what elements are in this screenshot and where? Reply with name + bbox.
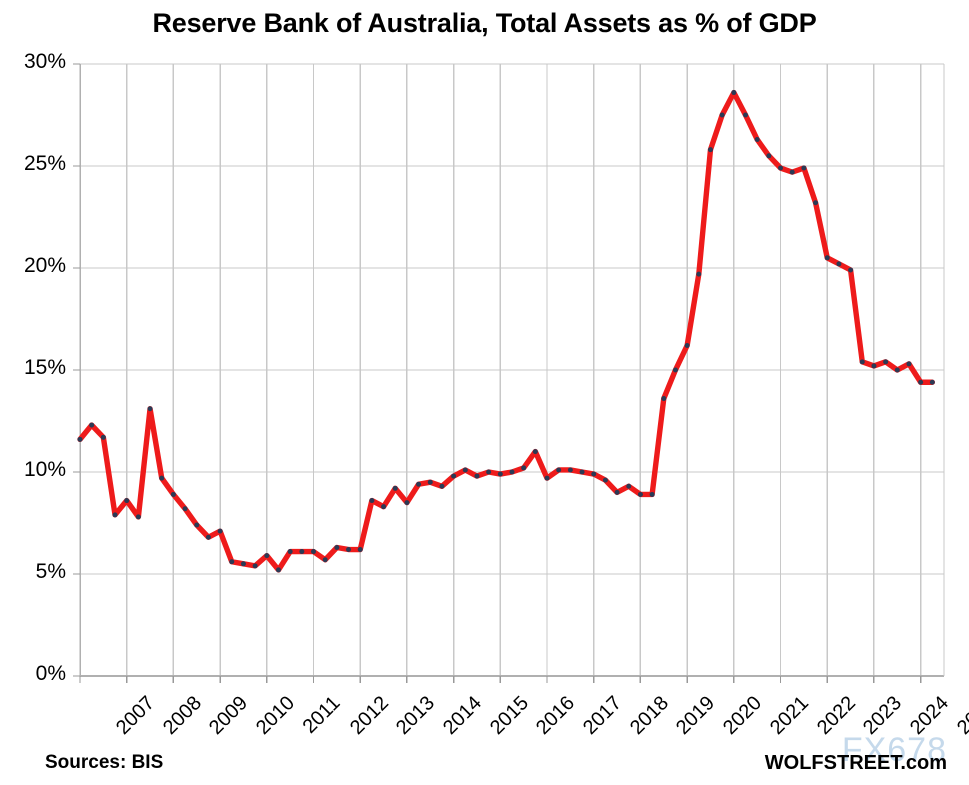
data-point-marker [404,500,410,506]
data-point-marker [836,261,842,267]
data-point-marker [334,544,340,550]
data-point-marker [731,90,737,96]
data-point-marker [789,169,795,175]
data-point-marker [696,271,702,277]
data-point-marker [894,367,900,373]
y-axis-tick-label: 20% [23,254,66,277]
y-axis-tick-label: 15% [23,356,66,379]
data-point-marker [591,471,597,477]
y-axis-tick-label: 10% [23,458,66,481]
data-point-marker [532,449,538,455]
gridlines [79,63,944,677]
data-point-marker [346,547,352,553]
data-point-markers [77,90,935,573]
data-point-marker [614,489,620,495]
data-point-marker [707,147,713,153]
y-axis-tick-label: 30% [23,50,66,73]
data-point-marker [264,553,270,559]
data-point-marker [474,473,480,479]
data-point-marker [486,469,492,475]
y-axis-tick-label: 25% [23,152,66,175]
data-point-marker [859,359,865,365]
data-point-marker [311,549,317,555]
data-point-marker [579,469,585,475]
data-point-marker [170,491,176,497]
brand-note: WOLFSTREET.com [764,752,947,774]
data-point-marker [509,469,515,475]
data-point-marker [427,479,433,485]
data-point-marker [357,547,363,553]
data-point-marker [147,406,153,412]
data-point-marker [824,255,830,261]
data-series-line [77,89,936,573]
data-point-marker [416,481,422,487]
data-point-marker [813,200,819,206]
data-point-marker [848,267,854,273]
page-title: Reserve Bank of Australia, Total Assets … [152,8,817,38]
data-point-marker [637,491,643,497]
data-point-marker [182,506,188,512]
data-point-marker [871,363,877,369]
data-point-marker [743,112,749,118]
data-point-marker [135,514,141,520]
data-point-marker [766,153,772,159]
data-point-marker [883,359,889,365]
data-point-marker [252,563,258,569]
data-point-marker [381,504,387,510]
data-point-marker [77,436,83,442]
data-point-marker [556,467,562,473]
data-point-marker [672,367,678,373]
data-point-marker [521,465,527,471]
data-point-marker [299,549,305,555]
data-point-marker [124,498,130,504]
data-point-marker [275,567,281,573]
data-point-marker [159,475,165,481]
data-point-marker [754,136,760,142]
data-point-marker [649,491,655,497]
data-point-marker [100,434,106,440]
data-point-marker [194,522,200,528]
data-point-marker [89,422,95,428]
data-point-marker [567,467,573,473]
data-point-marker [439,483,445,489]
data-point-marker [240,561,246,567]
data-point-marker [287,549,293,555]
data-point-marker [684,343,690,349]
data-point-marker [626,483,632,489]
data-point-marker [602,477,608,483]
y-axis-tick-label: 0% [35,662,66,685]
y-axis-tick-label: 5% [35,560,66,583]
data-point-marker [229,559,235,565]
series-line [77,89,936,573]
data-point-marker [322,557,328,563]
data-point-marker [462,467,468,473]
data-point-marker [929,379,935,385]
axis-ticks [73,63,922,683]
data-point-marker [544,475,550,481]
data-point-marker [392,485,398,491]
data-point-marker [778,165,784,171]
data-point-marker [217,528,223,534]
data-point-marker [497,471,503,477]
data-point-marker [451,473,457,479]
data-point-marker [918,379,924,385]
sources-note: Sources: BIS [45,752,164,773]
data-point-marker [205,534,211,540]
data-point-marker [661,396,667,402]
data-point-marker [112,512,118,518]
data-point-marker [906,361,912,367]
data-point-marker [801,165,807,171]
data-point-marker [719,112,725,118]
data-point-marker [369,498,375,504]
